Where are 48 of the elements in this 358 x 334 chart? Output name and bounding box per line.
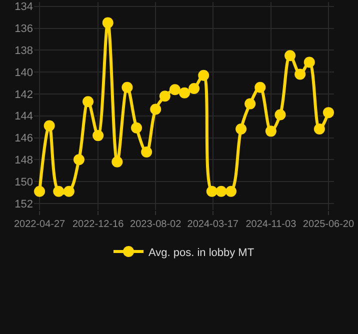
point (314, 123, 325, 134)
y-tick-label: 136 (14, 23, 33, 36)
point (53, 186, 64, 197)
x-tick-label: 2022-04-27 (14, 219, 66, 230)
point (188, 82, 200, 94)
point (92, 130, 104, 142)
point (44, 120, 55, 132)
point (141, 146, 152, 158)
x-tick-label: 2023-08-02 (130, 219, 182, 230)
x-tick-label: 2024-03-17 (187, 219, 239, 230)
point (244, 98, 256, 110)
y-tick-label: 150 (14, 176, 33, 188)
y-tick-label: 146 (14, 132, 33, 145)
y-tick-label: 144 (14, 110, 33, 123)
point (304, 56, 315, 68)
legend-label: Avg. pos. in lobby MT (148, 246, 254, 259)
y-tick-label: 138 (14, 45, 33, 58)
y-tick-label: 152 (14, 198, 33, 210)
y-tick-label: 142 (14, 88, 33, 101)
point (150, 104, 162, 115)
point (274, 109, 286, 120)
point (34, 186, 46, 197)
point (216, 186, 227, 197)
y-tick-label: 148 (14, 154, 33, 166)
point (294, 68, 306, 80)
point (82, 96, 94, 108)
point (169, 84, 180, 96)
point (225, 186, 236, 197)
point (179, 87, 190, 98)
point (112, 156, 123, 168)
point (131, 122, 142, 134)
point (63, 186, 74, 197)
point (73, 154, 84, 166)
x-tick-label: 2022-12-16 (72, 219, 124, 230)
point (322, 107, 334, 118)
point (198, 70, 210, 81)
point (159, 90, 170, 102)
x-tick-label: 2024-11-03 (246, 219, 297, 230)
point (265, 126, 276, 137)
point (206, 186, 218, 197)
y-tick-label: 140 (14, 66, 33, 79)
x-tick-label: 2025-06-20 (302, 219, 354, 230)
point (236, 123, 247, 134)
point (284, 50, 296, 62)
point (254, 82, 266, 93)
y-tick-label: 134 (14, 1, 33, 14)
point (102, 17, 114, 28)
point (122, 82, 133, 93)
